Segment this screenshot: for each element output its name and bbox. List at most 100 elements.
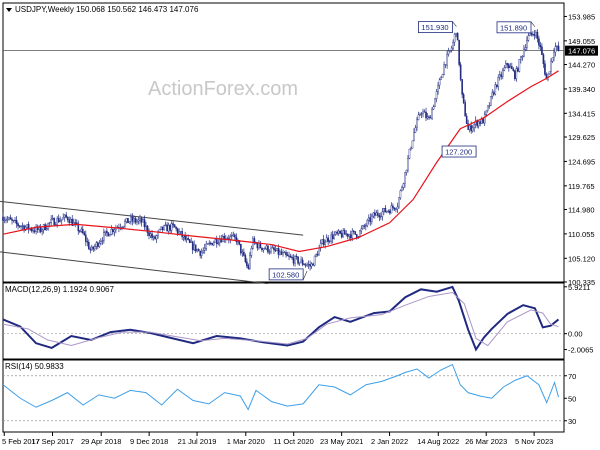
last-price-tag bbox=[565, 45, 598, 56]
candle-body bbox=[277, 248, 280, 255]
symbol-menu-icon[interactable] bbox=[6, 8, 12, 12]
annotation-box bbox=[418, 21, 453, 34]
candle-body bbox=[548, 71, 551, 75]
candle-body bbox=[94, 246, 96, 250]
candle-body bbox=[107, 232, 110, 237]
candle-body bbox=[279, 251, 281, 255]
candle-body bbox=[477, 121, 480, 127]
y-tick-label: 50 bbox=[568, 394, 576, 403]
annotation-leader bbox=[302, 270, 308, 281]
candle-body bbox=[215, 239, 218, 245]
candle-body bbox=[407, 158, 409, 171]
x-tick-label: 29 Apr 2018 bbox=[81, 437, 121, 446]
candle-body bbox=[390, 205, 393, 214]
candle-body bbox=[97, 242, 99, 247]
candle-body bbox=[532, 34, 534, 36]
candle-body bbox=[395, 208, 397, 210]
candle-body bbox=[75, 222, 78, 224]
candle-body bbox=[91, 246, 93, 251]
annotation-leader bbox=[452, 21, 457, 27]
candle-body bbox=[452, 41, 454, 49]
candle-body bbox=[440, 77, 442, 80]
price-panel-title: USDJPY,Weekly 150.068 150.562 146.473 14… bbox=[15, 5, 199, 14]
candle-body bbox=[334, 231, 337, 235]
y-tick-label: 114.980 bbox=[568, 206, 595, 215]
candle-body bbox=[229, 236, 232, 240]
candle-body bbox=[206, 243, 209, 245]
rsi-panel-title: RSI(14) 50.9833 bbox=[5, 362, 64, 371]
candle-body bbox=[80, 228, 83, 232]
candle-body bbox=[467, 123, 469, 130]
candle-body bbox=[514, 70, 516, 80]
candle-body bbox=[301, 259, 304, 265]
candle-body bbox=[246, 261, 248, 266]
candle-body bbox=[48, 222, 51, 224]
annotation-label: 127.200 bbox=[445, 148, 472, 157]
y-tick-label: 119.765 bbox=[568, 182, 595, 191]
candle-body bbox=[298, 261, 301, 264]
candle-body bbox=[203, 247, 206, 251]
candle-body bbox=[181, 231, 183, 238]
candle-body bbox=[468, 125, 471, 130]
candle-body bbox=[464, 102, 466, 117]
candle-body bbox=[387, 210, 390, 212]
candle-body bbox=[310, 263, 313, 267]
candle-body bbox=[315, 254, 317, 257]
candle-body bbox=[316, 254, 319, 256]
candle-body bbox=[264, 248, 266, 250]
candle-body bbox=[291, 256, 293, 259]
candle-body bbox=[88, 242, 90, 250]
candle-body bbox=[443, 64, 445, 75]
candle-body bbox=[146, 225, 149, 233]
y-tick-label: 110.055 bbox=[568, 230, 595, 239]
candle-body bbox=[110, 229, 113, 235]
candle-body bbox=[313, 255, 316, 266]
candle-body bbox=[247, 265, 250, 269]
candle-body bbox=[374, 212, 376, 216]
candle-body bbox=[212, 242, 215, 246]
candle-body bbox=[139, 218, 141, 221]
candle-body bbox=[66, 216, 69, 221]
candle-body bbox=[526, 40, 528, 48]
candle-body bbox=[485, 110, 488, 115]
candle-body bbox=[553, 51, 555, 58]
candle-body bbox=[106, 230, 108, 233]
candle-body bbox=[363, 225, 366, 227]
candle-body bbox=[530, 32, 533, 35]
candle-body bbox=[185, 238, 188, 240]
candle-body bbox=[515, 68, 518, 80]
candle-body bbox=[15, 219, 18, 224]
candle-body bbox=[273, 247, 275, 251]
y-tick-label: 105.120 bbox=[568, 254, 595, 263]
annotation-label: 151.890 bbox=[500, 23, 527, 32]
candle-body bbox=[51, 218, 54, 220]
candle-body bbox=[256, 243, 259, 249]
candle-body bbox=[339, 230, 342, 234]
candle-body bbox=[343, 230, 346, 235]
candle-body bbox=[8, 217, 10, 220]
candle-body bbox=[529, 32, 531, 36]
candle-body bbox=[381, 211, 384, 217]
candle-body bbox=[112, 229, 114, 233]
y-tick-label: 0.00 bbox=[568, 330, 583, 339]
candle-body bbox=[446, 53, 448, 66]
candle-body bbox=[538, 38, 540, 46]
x-tick-label: 9 Dec 2018 bbox=[130, 437, 168, 446]
candle-body bbox=[492, 92, 495, 95]
y-tick-label: 70 bbox=[568, 372, 576, 381]
y-tick-label: 144.270 bbox=[568, 61, 595, 70]
candle-body bbox=[169, 225, 171, 231]
candle-body bbox=[449, 50, 451, 52]
annotation-leader bbox=[530, 21, 536, 27]
candle-body bbox=[63, 214, 66, 218]
candle-body bbox=[109, 234, 111, 237]
candle-body bbox=[68, 219, 71, 224]
candle-body bbox=[214, 239, 217, 243]
candle-body bbox=[340, 233, 343, 238]
x-tick-label: 2 Jan 2022 bbox=[371, 437, 408, 446]
x-tick-label: 14 Aug 2022 bbox=[417, 437, 459, 446]
candle-body bbox=[306, 264, 308, 266]
candle-body bbox=[419, 114, 421, 116]
channel-line bbox=[0, 200, 304, 236]
